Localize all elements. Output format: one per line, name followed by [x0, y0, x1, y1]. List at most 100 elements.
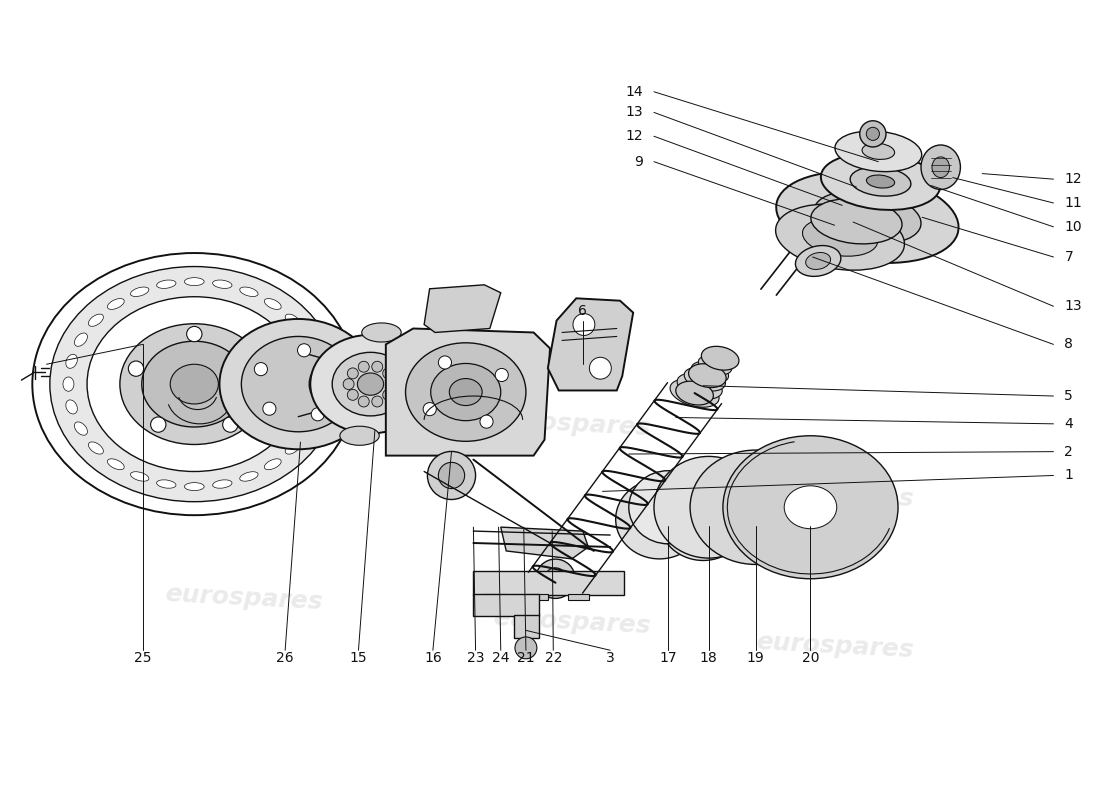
- Text: 13: 13: [626, 106, 644, 119]
- Ellipse shape: [187, 326, 202, 342]
- Ellipse shape: [691, 362, 728, 383]
- Ellipse shape: [358, 373, 384, 395]
- Ellipse shape: [439, 462, 464, 489]
- Text: 18: 18: [700, 651, 717, 665]
- Polygon shape: [568, 594, 590, 600]
- Ellipse shape: [424, 402, 437, 416]
- Ellipse shape: [63, 377, 74, 391]
- Ellipse shape: [131, 287, 149, 297]
- Ellipse shape: [309, 356, 375, 412]
- Text: 21: 21: [517, 651, 535, 665]
- Text: 12: 12: [1065, 172, 1082, 186]
- Ellipse shape: [50, 266, 339, 502]
- Text: 16: 16: [424, 651, 442, 665]
- Ellipse shape: [372, 396, 383, 407]
- Text: 20: 20: [802, 651, 820, 665]
- Ellipse shape: [88, 314, 103, 326]
- Ellipse shape: [654, 457, 763, 558]
- Ellipse shape: [359, 396, 370, 407]
- Ellipse shape: [362, 323, 402, 342]
- Ellipse shape: [129, 361, 144, 376]
- Ellipse shape: [515, 637, 537, 658]
- Text: 25: 25: [134, 651, 152, 665]
- Text: 8: 8: [1065, 338, 1074, 351]
- Ellipse shape: [212, 480, 232, 488]
- Polygon shape: [548, 298, 634, 390]
- Ellipse shape: [359, 362, 370, 372]
- Ellipse shape: [142, 342, 246, 427]
- Ellipse shape: [156, 480, 176, 488]
- Ellipse shape: [803, 218, 878, 256]
- Ellipse shape: [692, 492, 725, 522]
- Ellipse shape: [151, 417, 166, 432]
- Ellipse shape: [698, 355, 732, 375]
- Ellipse shape: [245, 361, 261, 376]
- Ellipse shape: [348, 390, 359, 400]
- Ellipse shape: [867, 175, 894, 188]
- Ellipse shape: [638, 499, 681, 539]
- Polygon shape: [484, 594, 506, 600]
- Ellipse shape: [212, 280, 232, 288]
- Text: eurospares: eurospares: [493, 606, 651, 638]
- Ellipse shape: [723, 436, 898, 578]
- Ellipse shape: [544, 568, 566, 590]
- Text: 1: 1: [1065, 469, 1074, 482]
- Ellipse shape: [736, 490, 776, 525]
- Ellipse shape: [681, 501, 725, 541]
- Ellipse shape: [75, 422, 87, 435]
- Ellipse shape: [264, 298, 282, 310]
- Ellipse shape: [431, 363, 500, 421]
- Ellipse shape: [795, 246, 840, 276]
- Ellipse shape: [185, 278, 205, 286]
- Ellipse shape: [120, 324, 268, 445]
- Ellipse shape: [657, 496, 680, 518]
- Ellipse shape: [862, 143, 894, 159]
- Ellipse shape: [860, 121, 886, 147]
- Text: eurospares: eurospares: [164, 582, 323, 614]
- Ellipse shape: [108, 459, 124, 470]
- Ellipse shape: [170, 364, 219, 404]
- Text: 4: 4: [1065, 417, 1074, 431]
- Text: 19: 19: [747, 651, 764, 665]
- Ellipse shape: [776, 204, 904, 270]
- Ellipse shape: [315, 377, 326, 391]
- Ellipse shape: [616, 479, 703, 559]
- Ellipse shape: [480, 415, 493, 428]
- Ellipse shape: [87, 297, 301, 471]
- Polygon shape: [425, 285, 500, 333]
- Text: 23: 23: [466, 651, 484, 665]
- Text: eurospares: eurospares: [164, 320, 323, 353]
- Ellipse shape: [670, 379, 719, 407]
- Ellipse shape: [428, 451, 475, 499]
- Ellipse shape: [811, 198, 902, 244]
- Ellipse shape: [108, 298, 124, 310]
- Ellipse shape: [684, 367, 725, 391]
- Ellipse shape: [311, 400, 322, 414]
- Text: 10: 10: [1065, 220, 1082, 234]
- Text: eurospares: eurospares: [755, 630, 914, 662]
- Ellipse shape: [814, 190, 921, 244]
- Ellipse shape: [66, 400, 77, 414]
- Text: 7: 7: [1065, 250, 1074, 264]
- Text: 11: 11: [1065, 196, 1082, 210]
- Ellipse shape: [536, 559, 575, 598]
- Ellipse shape: [285, 314, 300, 326]
- Text: 12: 12: [626, 130, 644, 143]
- Ellipse shape: [285, 442, 300, 454]
- Polygon shape: [473, 594, 539, 616]
- Ellipse shape: [311, 408, 324, 421]
- Ellipse shape: [777, 171, 958, 263]
- Ellipse shape: [690, 450, 822, 565]
- Ellipse shape: [301, 422, 315, 435]
- Ellipse shape: [784, 486, 837, 529]
- Ellipse shape: [932, 157, 949, 178]
- Ellipse shape: [629, 470, 707, 544]
- Ellipse shape: [301, 333, 315, 346]
- Ellipse shape: [332, 352, 409, 416]
- Ellipse shape: [254, 362, 267, 376]
- Ellipse shape: [220, 319, 377, 450]
- Ellipse shape: [830, 185, 860, 202]
- Ellipse shape: [240, 472, 258, 481]
- Polygon shape: [514, 614, 539, 638]
- Ellipse shape: [590, 358, 612, 379]
